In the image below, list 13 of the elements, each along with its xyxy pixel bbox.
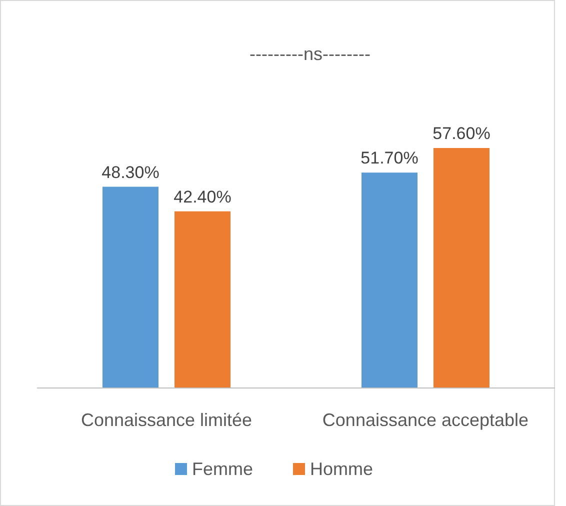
bar — [174, 211, 230, 388]
data-label: 51.70% — [360, 148, 418, 168]
x-tick-label: Connaissance limitée — [80, 410, 252, 430]
x-tick-label: Connaissance acceptable — [322, 410, 529, 430]
legend-label: Femme — [192, 459, 254, 479]
data-label: 42.40% — [174, 187, 232, 206]
legend-label: Homme — [310, 459, 374, 479]
bar — [434, 148, 490, 388]
bar — [102, 186, 158, 388]
data-label: 48.30% — [102, 162, 160, 182]
bar — [362, 172, 418, 388]
text: ---------ns-------- — [250, 44, 370, 64]
data-label: 57.60% — [432, 124, 490, 143]
